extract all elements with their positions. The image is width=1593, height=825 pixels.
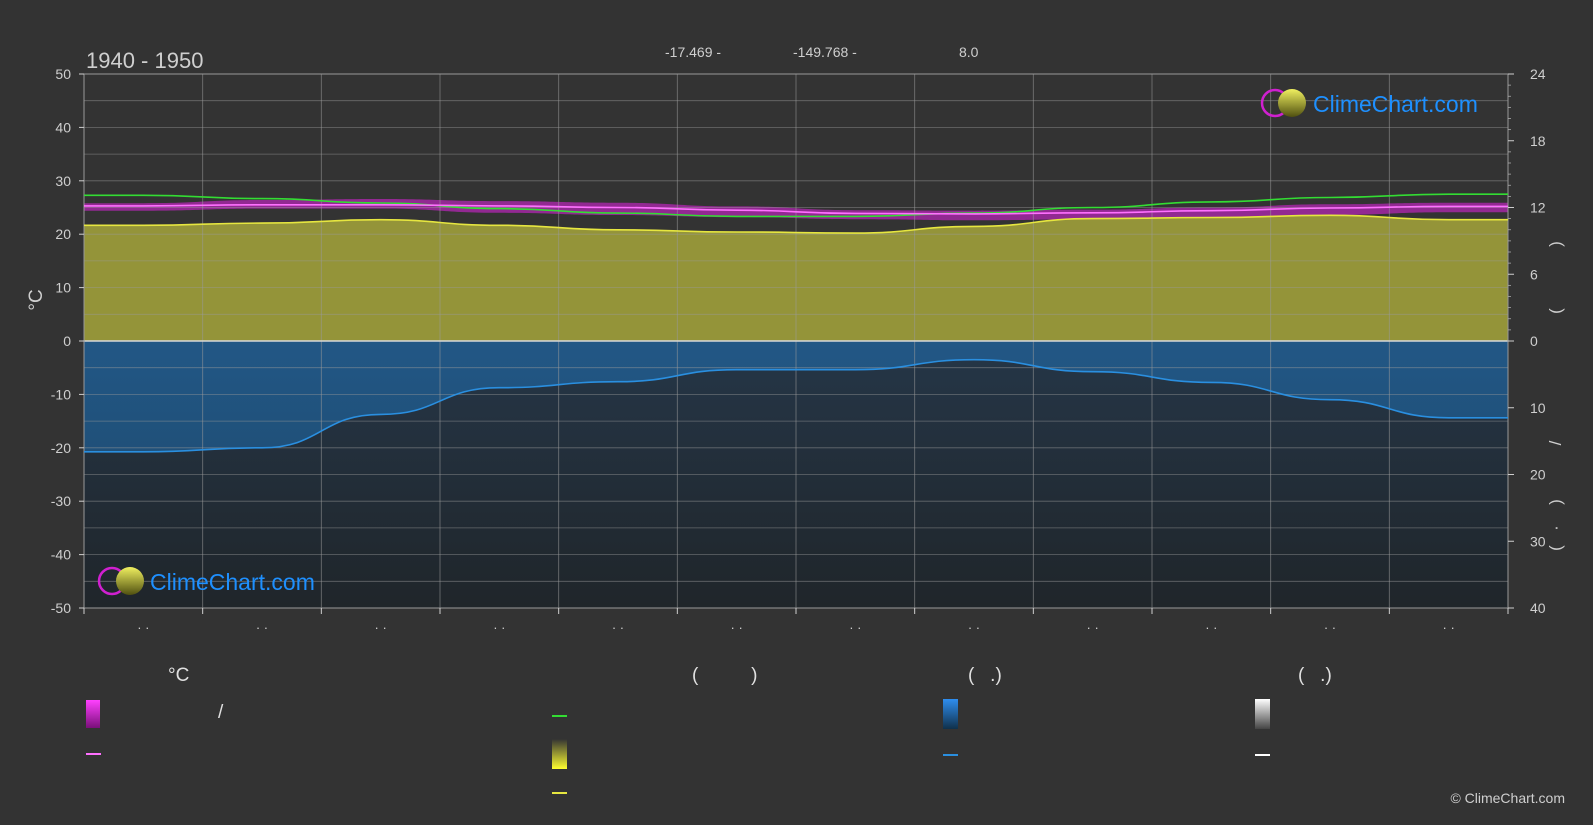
y-tick-label: 10 — [55, 280, 71, 296]
y-tick-label: 40 — [55, 119, 71, 135]
elevation-label: 8.0 — [959, 44, 979, 60]
x-tick-label: · · — [849, 620, 861, 635]
y-tick-label: 0 — [63, 333, 71, 349]
y2-tick-label: 24 — [1530, 66, 1546, 82]
swatch-temperature-mean — [86, 753, 101, 755]
x-tick-label: · · — [1087, 620, 1099, 635]
right-axis-glyph-2: ( — [1546, 308, 1565, 314]
x-tick-label: · · — [1443, 620, 1455, 635]
period-title: 1940 - 1950 — [86, 48, 203, 73]
x-tick-label: · · — [1324, 620, 1336, 635]
swatch-snow — [1255, 699, 1270, 729]
axes: 50 40 30 20 10 0 -10 -20 -30 -40 -50 0 6 12 18 24 10 20 30… — [51, 66, 1546, 635]
y-tick-label: -10 — [51, 386, 71, 402]
latitude-label: -17.469 - — [665, 44, 721, 60]
right-axis-glyph-1: ) — [1546, 241, 1565, 247]
right-axis-glyph-3: / — [1546, 440, 1565, 445]
y2-tick-label: 0 — [1530, 333, 1538, 349]
y2-tick-label: 10 — [1530, 400, 1546, 416]
right-axis-glyph-4: ) — [1546, 499, 1565, 505]
y-tick-label: -30 — [51, 493, 71, 509]
legend-slash: / — [218, 702, 224, 723]
y-tick-label: 20 — [55, 226, 71, 242]
swatch-daylight — [552, 715, 567, 717]
temperature-mean-line — [83, 203, 1508, 215]
right-axis-glyph-5: · — [1546, 525, 1565, 531]
y2-tick-label: 30 — [1530, 533, 1546, 549]
swatch-rain-mean — [943, 754, 958, 756]
brand-name-top: ClimeChart.com — [1313, 91, 1478, 117]
x-tick-label: · · — [612, 620, 624, 635]
sunshine-line — [84, 214, 1508, 234]
x-tick-label: · · — [137, 620, 149, 635]
brand-logo-bottom: ClimeChart.com — [97, 566, 315, 596]
y-tick-label: -50 — [51, 600, 71, 616]
x-tick-label: · · — [968, 620, 980, 635]
right-axis-glyph-6: ( — [1546, 545, 1565, 551]
y2-tick-label: 18 — [1530, 133, 1546, 149]
y-tick-label: 50 — [55, 66, 71, 82]
y-tick-label: -20 — [51, 440, 71, 456]
x-tick-label: · · — [375, 620, 387, 635]
y2-tick-label: 12 — [1530, 200, 1546, 216]
x-tick-label: · · — [731, 620, 743, 635]
y2-tick-label: 20 — [1530, 467, 1546, 483]
longitude-label: -149.768 - — [793, 44, 857, 60]
left-axis-unit: °C — [26, 289, 47, 310]
copyright: © ClimeChart.com — [1450, 790, 1565, 806]
y-tick-label: -40 — [51, 547, 71, 563]
brand-name-bottom: ClimeChart.com — [150, 569, 315, 595]
y2-tick-label: 40 — [1530, 600, 1546, 616]
x-tick-label: · · — [256, 620, 268, 635]
legend-header-temperature: °C — [168, 665, 190, 686]
x-tick-label: · · — [493, 620, 505, 635]
y2-tick-label: 6 — [1530, 266, 1538, 282]
logo-sun-icon — [1278, 89, 1306, 117]
brand-logo-top: ClimeChart.com — [1260, 88, 1478, 118]
swatch-sunshine-mean — [552, 792, 567, 794]
swatch-snow-mean — [1255, 754, 1270, 756]
x-tick-label: · · — [1205, 620, 1217, 635]
y-tick-label: 30 — [55, 173, 71, 189]
legend-header-sunshine: ( ) — [692, 665, 758, 686]
daylight-line — [84, 193, 1508, 218]
swatch-rain — [943, 699, 958, 729]
legend-header-rain: ( .) — [968, 665, 1002, 686]
logo-sun-icon — [116, 567, 144, 595]
swatch-temperature-range — [86, 700, 100, 728]
swatch-sunshine — [552, 739, 567, 769]
legend-header-snow: ( .) — [1298, 665, 1332, 686]
precipitation-line — [83, 358, 1508, 453]
